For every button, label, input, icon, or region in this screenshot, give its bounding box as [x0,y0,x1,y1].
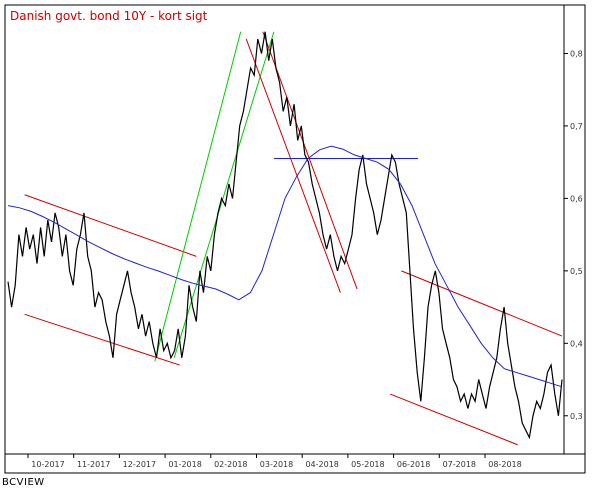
y-tick-label: 0,7 [570,122,583,131]
x-tick-label: 10-2017 [31,460,64,469]
brand-label: BCVIEW [2,477,45,488]
x-tick-label: 12-2017 [123,460,156,469]
x-ticks: 10-2017 11-2017 12-2017 01-2018 02-2018 03-20… [27,454,522,469]
x-tick-label: 08-2018 [488,460,521,469]
trend-line-5 [245,38,341,293]
y-tick-label: 0,3 [570,412,583,421]
chart-title: Danish govt. bond 10Y - kort sigt [10,9,208,23]
trend-line-4 [173,31,275,358]
x-tick-label: 07-2018 [443,460,476,469]
trend-line-6 [262,31,358,290]
chart-frame [4,4,586,474]
y-tick-label: 0,6 [570,194,583,203]
x-tick-label: 01-2018 [168,460,201,469]
trend-line-1 [24,194,197,257]
trend-line-9 [390,393,518,446]
y-tick-label: 0,8 [570,49,583,58]
y-tick-label: 0,4 [570,339,583,348]
trend-line-8 [401,270,563,337]
trend-line-3 [154,31,242,362]
x-tick-label: 04-2018 [305,460,338,469]
x-tick-label: 03-2018 [260,460,293,469]
price-series-line [7,31,563,440]
trend-lines [24,31,563,446]
x-tick-label: 02-2018 [214,460,247,469]
x-tick-label: 05-2018 [351,460,384,469]
y-ticks: 0,3 0,4 0,5 0,6 0,7 0,8 [564,49,583,421]
y-tick-label: 0,5 [570,267,583,276]
x-tick-label: 06-2018 [397,460,430,469]
trend-line-2 [24,313,180,366]
series [7,31,563,440]
x-tick-label: 11-2017 [77,460,110,469]
moving-average-line [7,145,563,388]
